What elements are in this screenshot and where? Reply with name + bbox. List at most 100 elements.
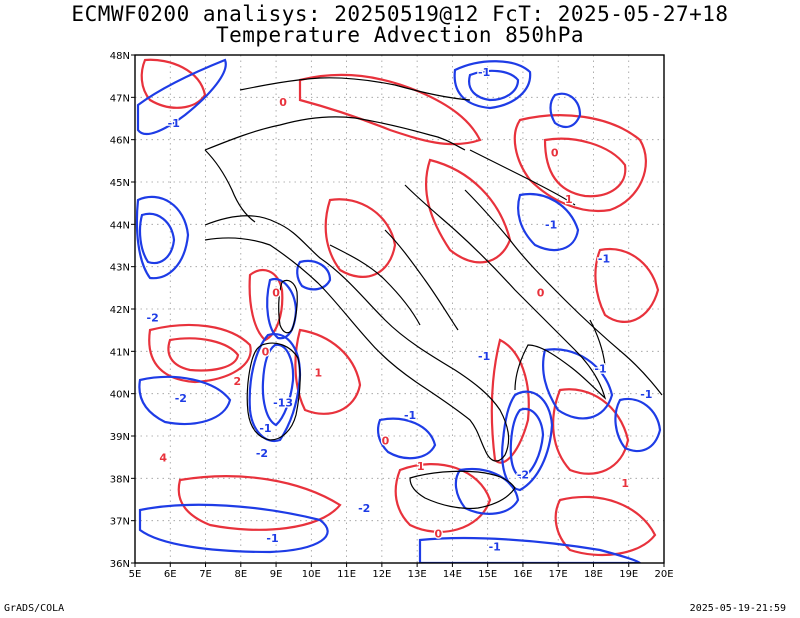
lon-tick-label: 8E: [234, 569, 247, 580]
warm-contour-corsica: [248, 268, 284, 342]
warm-contour-sicily-channel: [177, 475, 342, 531]
contour-value-label: 0: [551, 147, 559, 160]
contour-value-label: -2: [256, 447, 268, 460]
contour-value-label: 2: [233, 375, 241, 388]
cold-contour-sicily-south: [454, 467, 520, 515]
render-timestamp: 2025-05-19-21:59: [689, 603, 786, 614]
lon-tick-label: 17E: [549, 569, 568, 580]
contour-value-label: 4: [159, 451, 167, 464]
warm-contour-south: [394, 463, 492, 533]
border-northern: [239, 77, 471, 101]
contour-value-label: -1: [404, 409, 416, 422]
lat-tick-label: 47N: [110, 93, 130, 104]
cold-contour-slovenia: [549, 92, 582, 129]
contour-value-label: 0: [537, 286, 545, 299]
contour-value-label: -2: [517, 468, 529, 481]
contour-value-label: -1: [478, 350, 490, 363]
contour-value-label: 1: [417, 460, 425, 473]
contour-value-label: -1: [168, 117, 180, 130]
warm-contour-north-west: [140, 58, 207, 109]
warm-contour-central-italy: [324, 198, 397, 278]
contour-value-label: 0: [434, 528, 442, 541]
cold-contour-north-west: [136, 58, 227, 136]
lat-tick-label: 39N: [110, 432, 130, 443]
border-central-italy: [329, 244, 421, 326]
lon-tick-label: 7E: [199, 569, 212, 580]
border-alps: [204, 116, 466, 151]
coastline-sicily: [409, 470, 516, 510]
contour-value-label: -2: [358, 502, 370, 515]
lat-tick-label: 40N: [110, 390, 130, 401]
lat-tick-label: 44N: [110, 220, 130, 231]
cold-contour-austria: [453, 60, 532, 110]
graticule: [135, 55, 664, 563]
cold-advection-contours: [135, 58, 662, 563]
map-title: ECMWF0200 analisys: 20250519@12 FcT: 202…: [71, 2, 729, 26]
cold-contour-ionian-east: [542, 348, 614, 420]
contour-labels: -1-1-1-1-2-2-1-13-2-1-1-2-2-1-1-1-100000…: [145, 65, 653, 555]
warm-contour-balkans: [513, 114, 647, 213]
lat-tick-label: 43N: [110, 263, 130, 274]
warm-contour-balkans-inner: [543, 137, 627, 198]
coastline-balkans: [464, 189, 663, 396]
contour-value-label: 0: [382, 434, 390, 447]
coastline-italy: [204, 215, 510, 462]
contour-value-label: 1: [621, 477, 629, 490]
latitude-axis: 36N 37N 38N 39N 40N 41N 42N 43N 44N 45N 46N 47N 48N: [110, 51, 135, 570]
contour-value-label: -2: [175, 392, 187, 405]
lat-tick-label: 42N: [110, 305, 130, 316]
lon-tick-label: 13E: [408, 569, 427, 580]
lon-tick-label: 15E: [478, 569, 497, 580]
warm-contour-east-edge: [594, 247, 660, 323]
cold-contour-west-sea: [138, 375, 232, 426]
coastline-corsica: [278, 279, 298, 334]
contour-value-label: -2: [147, 312, 159, 325]
lon-tick-label: 10E: [302, 569, 321, 580]
lat-tick-label: 38N: [110, 474, 130, 485]
lon-tick-label: 11E: [337, 569, 356, 580]
warm-contour-ionian: [552, 388, 630, 475]
lat-tick-label: 48N: [110, 51, 130, 62]
coastline-sardinia: [246, 342, 301, 441]
contour-value-label: 0: [272, 286, 280, 299]
cold-contour-east-edge: [614, 397, 662, 453]
cold-contour-sardinia-inner: [261, 343, 295, 427]
border-adriatic-states: [469, 149, 576, 206]
cold-contour-calabria: [501, 390, 554, 492]
cold-contour-ligurian: [296, 259, 332, 291]
contour-value-label: -1: [478, 66, 490, 79]
lon-tick-label: 9E: [270, 569, 283, 580]
lon-tick-label: 20E: [654, 569, 673, 580]
grads-credit: GrADS/COLA: [4, 603, 65, 614]
lon-tick-label: 16E: [513, 569, 532, 580]
cold-contour-ligurian-west: [135, 195, 190, 280]
cold-contour-south-edge: [418, 536, 642, 563]
warm-contour-tyrrhenian: [294, 328, 362, 415]
map-subtitle: Temperature Advection 850hPa: [215, 23, 584, 47]
cold-contour-ligurian-west-inner: [138, 212, 176, 265]
border-albania: [589, 319, 606, 366]
lon-tick-label: 6E: [164, 569, 177, 580]
cold-contour-sardinia: [248, 332, 302, 443]
contour-value-label: 1: [565, 193, 573, 206]
contour-value-label: -1: [598, 252, 610, 265]
lat-tick-label: 41N: [110, 347, 130, 358]
cold-contour-croatia: [517, 192, 580, 252]
warm-advection-contours: [140, 58, 660, 557]
lon-tick-label: 19E: [619, 569, 638, 580]
warm-contour-alps: [298, 73, 482, 146]
coastline-italy-east: [404, 184, 607, 400]
contour-value-label: -1: [489, 540, 501, 553]
lat-tick-label: 36N: [110, 559, 130, 570]
lon-tick-label: 18E: [584, 569, 603, 580]
longitude-axis: 5E 6E 7E 8E 9E 10E 11E 12E 13E 14E 15E 16E 17E 18E 19E…: [129, 563, 674, 580]
lat-tick-label: 46N: [110, 136, 130, 147]
contour-value-label: -1: [640, 388, 652, 401]
contour-value-label: 0: [279, 96, 287, 109]
border-apennine: [384, 229, 459, 331]
cold-contour-southwest: [138, 503, 329, 554]
warm-contour-calabria: [490, 338, 530, 464]
lon-tick-label: 12E: [372, 569, 391, 580]
lon-tick-label: 14E: [443, 569, 462, 580]
contour-value-label: -1: [266, 532, 278, 545]
